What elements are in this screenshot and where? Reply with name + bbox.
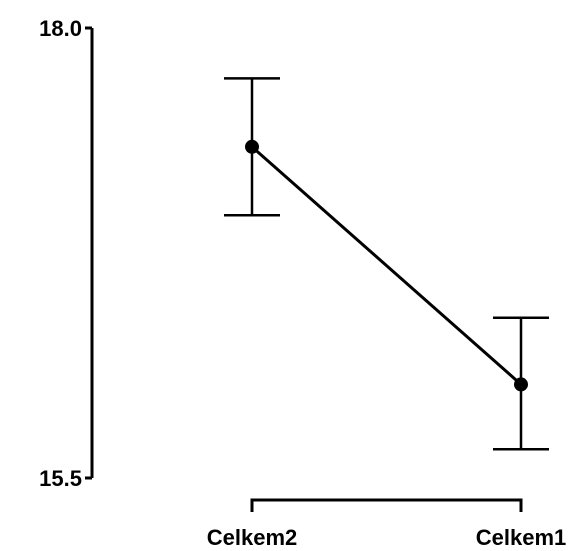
x-axis-bracket bbox=[250, 498, 523, 512]
y-tick-label: 15.5 bbox=[39, 466, 82, 491]
x-category-label: Celkem1 bbox=[476, 525, 567, 550]
plot-area bbox=[224, 77, 549, 451]
data-point bbox=[245, 139, 259, 154]
y-axis: 18.0 15.5 bbox=[39, 16, 94, 491]
x-axis: Celkem2 Celkem1 bbox=[207, 498, 567, 550]
data-point bbox=[514, 377, 528, 392]
y-tick-label: 18.0 bbox=[39, 16, 82, 41]
x-category-label: Celkem2 bbox=[207, 525, 298, 550]
series-line bbox=[251, 145, 522, 386]
